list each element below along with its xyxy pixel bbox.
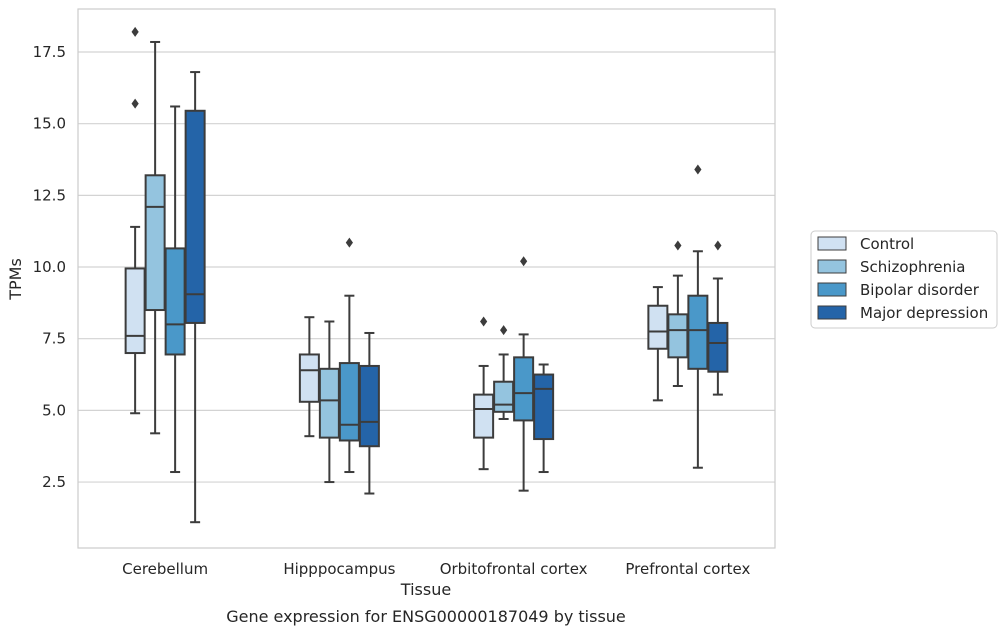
outlier-marker [500,325,508,336]
y-axis-label: TPMs [6,258,25,301]
box-plot [184,71,206,524]
outlier-marker [131,98,139,109]
legend-swatch [817,282,847,297]
box-iqr [144,174,166,312]
box-plot [318,320,340,484]
y-tick-label: 17.5 [33,43,66,61]
box-iqr [667,313,689,359]
plot-frame [77,8,776,549]
box-plot [707,240,729,396]
box-plot [647,286,669,402]
box-iqr [358,364,380,448]
outlier-marker [345,237,353,248]
legend-swatch [817,259,847,274]
box-iqr [533,373,555,441]
x-tick-label: Orbitofrontal cortex [440,560,588,578]
box-plot-area [124,26,729,524]
legend-label: Schizophrenia [860,258,965,276]
legend-label: Control [860,235,914,253]
box-plot [144,40,166,435]
y-axis-ticks: 2.5 5.0 7.5 10.0 12.5 15.0 17.5 [33,43,66,491]
box-plot [164,105,186,474]
y-tick-label: 12.5 [33,186,66,204]
box-iqr [124,267,146,355]
outlier-marker [480,316,488,327]
outlier-marker [674,240,682,251]
box-plot [298,316,320,438]
legend-swatch [817,305,847,320]
legend-frame [810,230,998,329]
box-iqr [513,356,535,422]
x-tick-label: Hipppocampus [283,560,395,578]
box-iqr [493,380,515,413]
x-tick-label: Prefrontal cortex [625,560,750,578]
box-iqr [184,109,206,324]
box-iqr [647,304,669,350]
box-iqr [687,294,709,370]
box-iqr [298,353,320,403]
legend-label: Major depression [860,304,988,322]
box-plot [338,237,360,474]
box-iqr [338,362,360,442]
box-iqr [318,367,340,439]
box-iqr [707,321,729,373]
box-plot [667,240,689,388]
x-axis-label: Tissue [400,580,451,599]
outlier-marker [131,26,139,37]
box-plot [358,331,380,495]
legend-label: Bipolar disorder [860,281,980,299]
y-tick-label: 2.5 [42,473,66,491]
box-plot [687,164,709,469]
box-iqr [473,393,495,439]
outlier-marker [694,164,702,175]
box-plot [513,256,535,492]
legend-swatch [817,236,847,251]
box-plot [124,26,146,415]
x-tick-label: Cerebellum [122,560,208,578]
outlier-marker [520,256,528,267]
y-tick-label: 5.0 [42,401,66,419]
box-plot [533,363,555,474]
y-tick-label: 10.0 [33,258,66,276]
box-iqr [164,247,186,356]
outlier-marker [714,240,722,251]
y-tick-label: 15.0 [33,115,66,133]
y-tick-label: 7.5 [42,330,66,348]
box-plot [473,316,495,471]
legend: Control Schizophrenia Bipolar disorder Majo… [810,230,998,329]
x-axis-ticks: Cerebellum Hipppocampus Orbitofrontal cort… [122,560,750,578]
chart-title: Gene expression for ENSG00000187049 by t… [226,607,626,626]
